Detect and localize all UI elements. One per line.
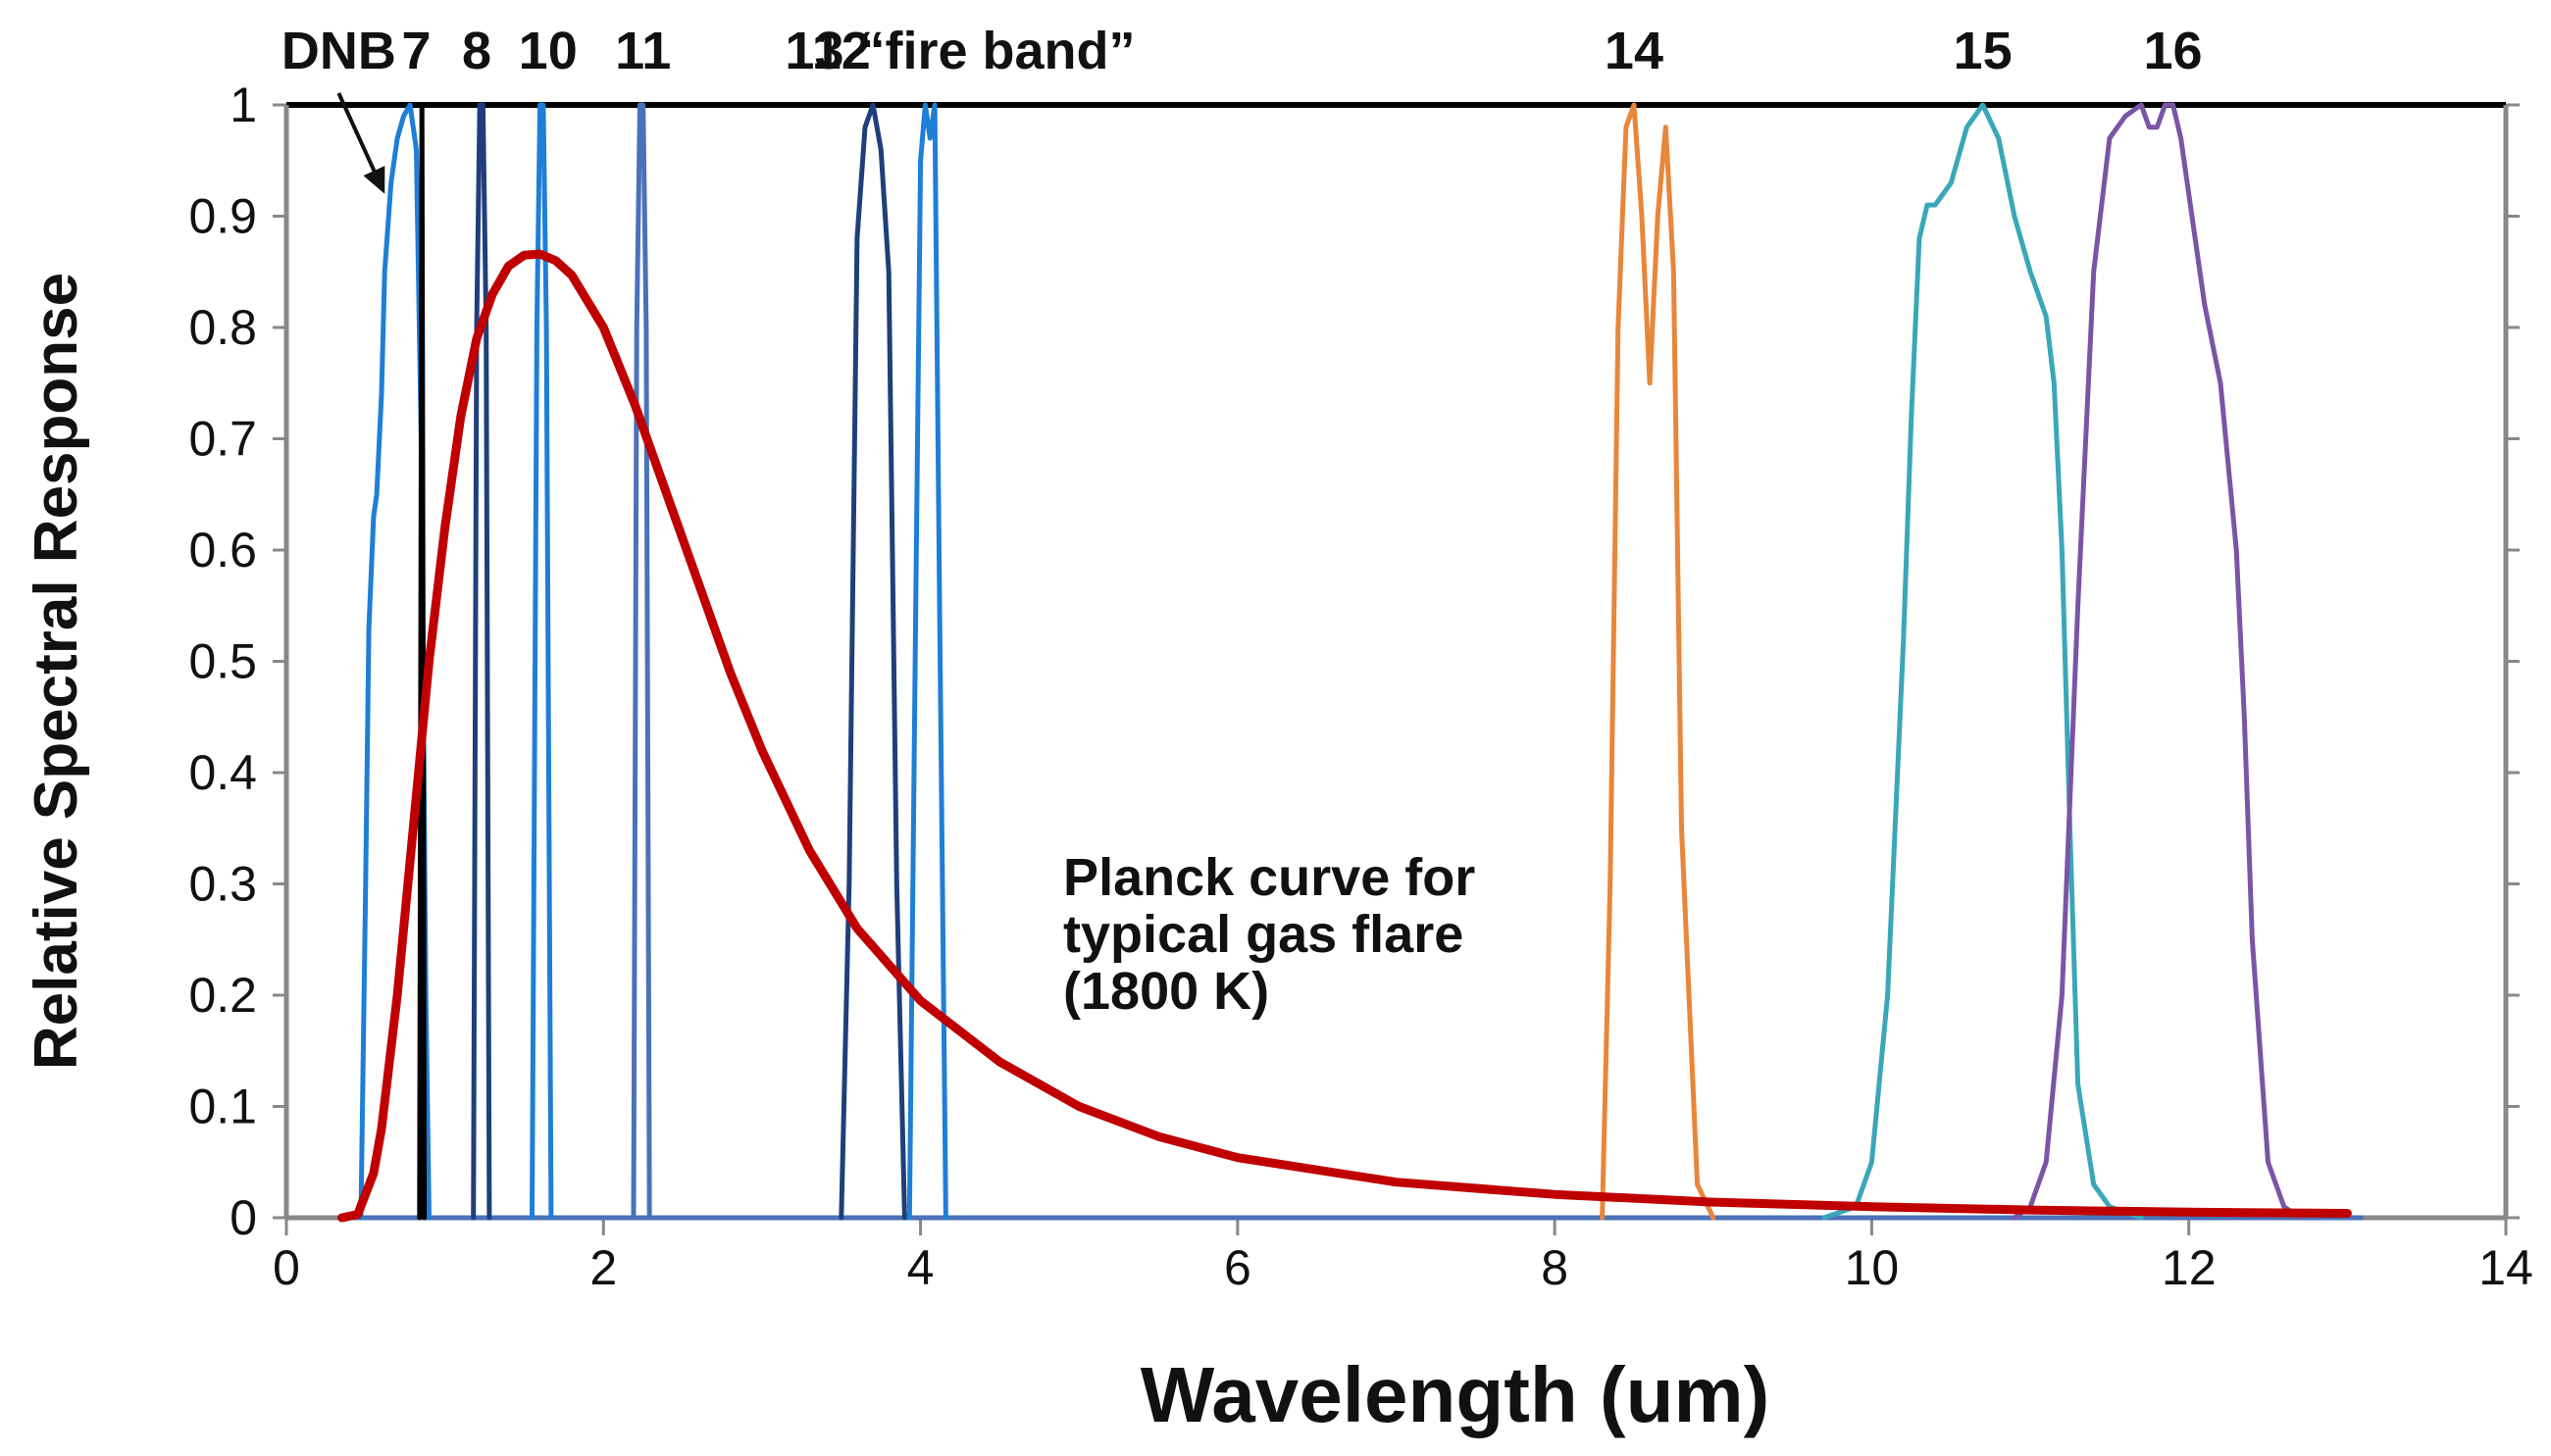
y-tick-label: 0.4 [188,745,257,800]
band-label: 12 [812,22,871,80]
y-tick-label: 0.3 [188,857,257,912]
series-line-14 [1600,102,1716,1221]
y-tick-label: 0.2 [188,968,257,1023]
series-line-13 [906,102,948,1221]
x-tick-label: 6 [1224,1240,1251,1295]
y-tick-label: 0.9 [188,189,257,244]
annotation-line-3: (1800 K) [1063,962,1269,1021]
band-label: 15 [1954,22,2013,80]
band-label: 14 [1605,22,1663,80]
x-axis-ticks: 0 2 4 6 8 10 12 14 [273,1218,2533,1295]
dnb-arrow [336,92,380,179]
x-tick-label: 10 [1845,1240,1900,1295]
band-label: DNB [281,22,396,80]
x-axis-title: Wavelength (um) [1141,1351,1769,1438]
series-line-11 [631,102,652,1221]
series-line-8 [471,102,492,1221]
y-tick-label: 0.7 [188,412,257,467]
series-line-7 [417,102,428,1221]
x-tick-label: 8 [1541,1240,1568,1295]
annotation-line-1: Planck curve for [1063,848,1475,907]
dnb-arrowhead [363,166,385,194]
y-tick-label: 0.1 [188,1079,257,1134]
y-tick-label: 1 [230,77,257,132]
y-tick-label: 0.6 [188,523,257,577]
band-label: 13 “fire band” [785,22,1135,80]
series-line-12 [839,102,907,1221]
x-tick-label: 12 [2162,1240,2217,1295]
y-tick-label: 0 [230,1190,257,1245]
series-line-15 [1821,102,2144,1221]
x-tick-label: 14 [2478,1240,2533,1295]
y-tick-label: 0.5 [188,634,257,689]
y-tick-label: 0.8 [188,300,257,355]
series-line-16 [2012,102,2303,1221]
y-axis-title: Relative Spectral Response [23,273,90,1070]
x-tick-label: 2 [589,1240,617,1295]
band-label: 8 [462,22,491,80]
y-axis-ticks: 0 0.1 0.2 0.3 0.4 0.5 0.6 0.7 0.8 0.9 1 [188,77,2520,1245]
band-label: 7 [402,22,432,80]
band-label: 10 [519,22,578,80]
series-group [337,102,2364,1223]
series-line-planck [337,249,2352,1223]
band-label: 11 [615,22,671,80]
plot-frame [283,102,2509,1221]
band-label: 16 [2144,22,2203,80]
x-tick-label: 4 [907,1240,935,1295]
series-line-10 [530,102,554,1221]
x-tick-label: 0 [273,1240,300,1295]
planck-annotation: Planck curve for typical gas flare (1800… [1063,848,1475,1021]
annotation-line-2: typical gas flare [1063,905,1463,964]
